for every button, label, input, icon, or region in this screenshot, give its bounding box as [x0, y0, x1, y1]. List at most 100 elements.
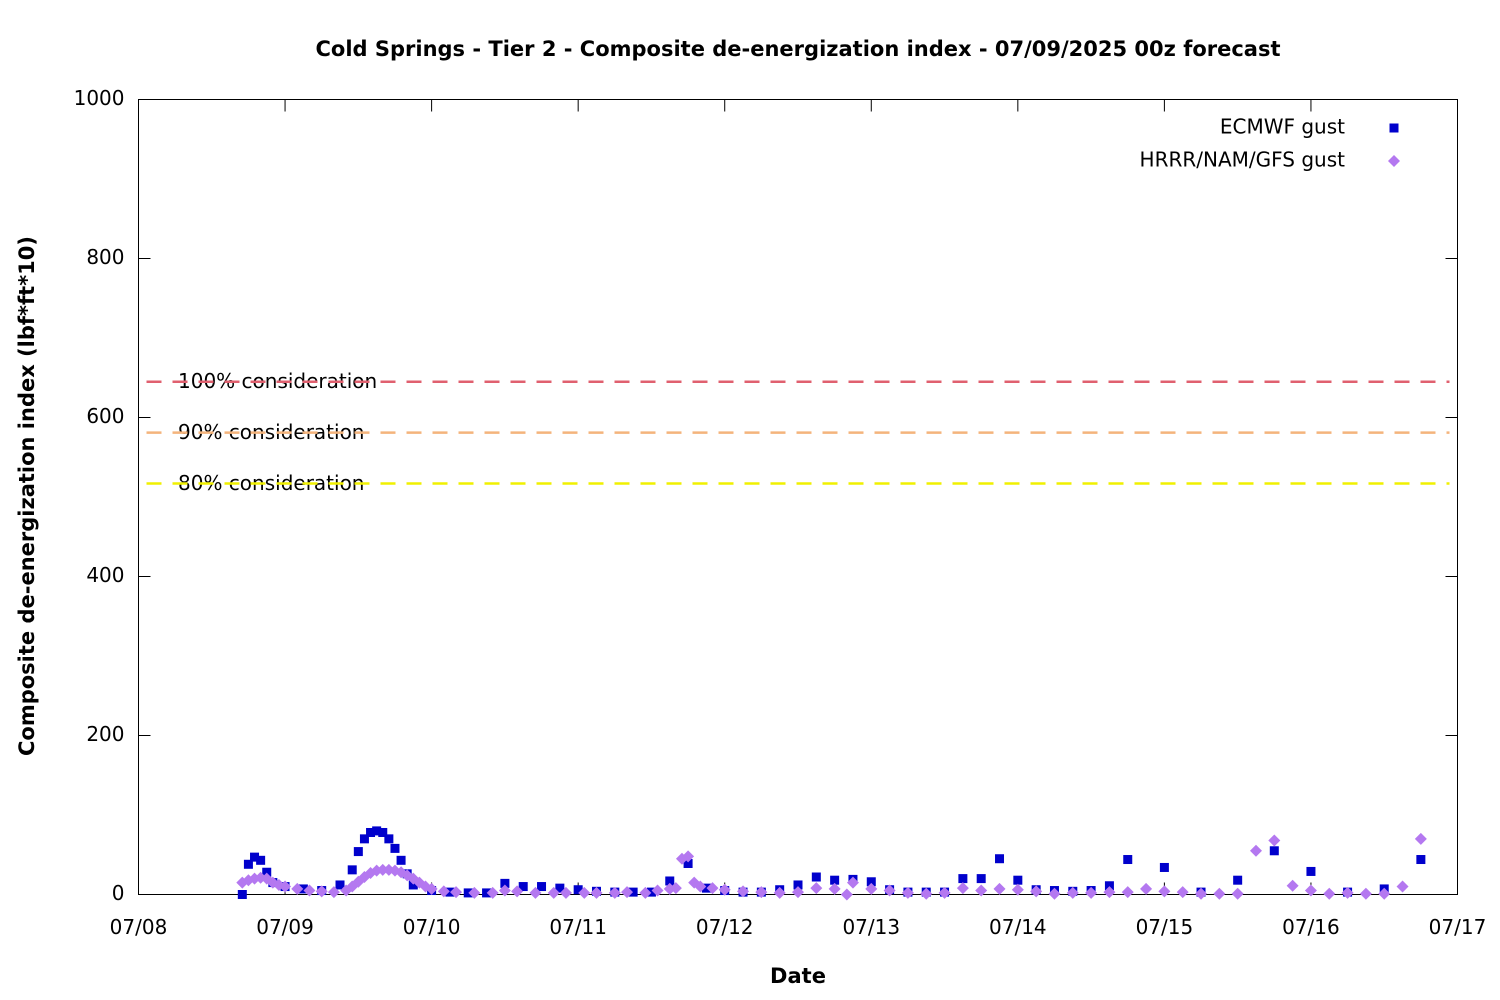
point [958, 874, 968, 884]
point [682, 850, 695, 863]
point [1121, 886, 1134, 899]
point [376, 863, 389, 876]
point [559, 886, 572, 899]
point [1396, 880, 1409, 893]
point [1213, 887, 1226, 900]
point [737, 885, 750, 898]
legend-swatch [1388, 155, 1400, 167]
point [792, 886, 804, 899]
y-tick-label: 400 [86, 563, 124, 587]
point [335, 880, 345, 890]
point [755, 886, 768, 899]
point [372, 826, 382, 836]
point [621, 886, 634, 899]
y-tick-label: 0 [112, 881, 125, 905]
point [390, 843, 400, 853]
point [237, 890, 247, 899]
point [773, 886, 786, 899]
point [1414, 832, 1427, 845]
point [1030, 885, 1043, 898]
point [975, 884, 988, 897]
point [1416, 855, 1426, 865]
y-tick-label: 200 [86, 722, 124, 746]
point [384, 834, 394, 844]
x-tick-label: 07/16 [1282, 915, 1340, 939]
point [408, 880, 418, 890]
point [1048, 887, 1061, 900]
point [359, 834, 369, 844]
point [718, 883, 731, 896]
point [995, 854, 1005, 864]
point [901, 886, 914, 899]
point [639, 886, 652, 899]
point [976, 874, 986, 884]
point [262, 867, 272, 877]
point [1066, 886, 1079, 899]
point [378, 827, 388, 837]
point [1104, 881, 1114, 891]
point [347, 865, 357, 875]
point [1268, 834, 1281, 847]
point [646, 887, 656, 897]
point [1341, 886, 1354, 899]
point [608, 886, 621, 899]
point [511, 885, 524, 898]
point [810, 882, 823, 895]
point [1159, 862, 1169, 872]
point [578, 886, 591, 899]
point [250, 852, 260, 862]
point [828, 882, 841, 895]
point [468, 886, 481, 899]
point [590, 886, 603, 899]
point [811, 872, 821, 882]
point [830, 875, 840, 885]
point [628, 887, 638, 897]
point [706, 882, 719, 895]
point [573, 885, 583, 895]
x-axis-label: Date [770, 964, 826, 988]
point [1378, 887, 1391, 900]
legend-label: ECMWF gust [1220, 115, 1345, 139]
point [498, 884, 511, 897]
point [1013, 875, 1023, 885]
point [665, 876, 675, 886]
point [694, 880, 707, 893]
point [993, 882, 1006, 895]
point [315, 885, 328, 898]
legend-label: HRRR/NAM/GFS gust [1140, 148, 1346, 172]
point [437, 885, 450, 898]
point [1140, 882, 1153, 895]
x-tick-label: 07/08 [110, 915, 168, 939]
point [256, 855, 266, 865]
point [1286, 879, 1299, 892]
chart-title: Cold Springs - Tier 2 - Composite de-ene… [315, 37, 1280, 61]
point [1249, 844, 1262, 857]
y-tick-label: 1000 [74, 86, 125, 110]
x-tick-label: 07/09 [256, 915, 314, 939]
point [1085, 886, 1098, 899]
point [279, 880, 292, 893]
point [366, 827, 376, 837]
point [445, 887, 455, 897]
point [450, 886, 463, 899]
point [956, 882, 969, 895]
y-axis-label: Composite de-energization index (lbf*ft*… [15, 236, 39, 756]
point [353, 847, 363, 857]
point [518, 882, 528, 892]
x-tick-label: 07/11 [549, 915, 607, 939]
point [1195, 887, 1208, 900]
point [1176, 886, 1189, 899]
x-tick-label: 07/17 [1429, 915, 1487, 939]
point [846, 876, 859, 889]
x-tick-label: 07/12 [696, 915, 754, 939]
point [500, 878, 510, 888]
x-tick-label: 07/10 [403, 915, 461, 939]
x-tick-label: 07/15 [1136, 915, 1194, 939]
point [425, 882, 438, 895]
legend-swatch [1389, 123, 1399, 133]
point [298, 884, 308, 894]
point [1304, 884, 1317, 897]
point [683, 858, 693, 868]
